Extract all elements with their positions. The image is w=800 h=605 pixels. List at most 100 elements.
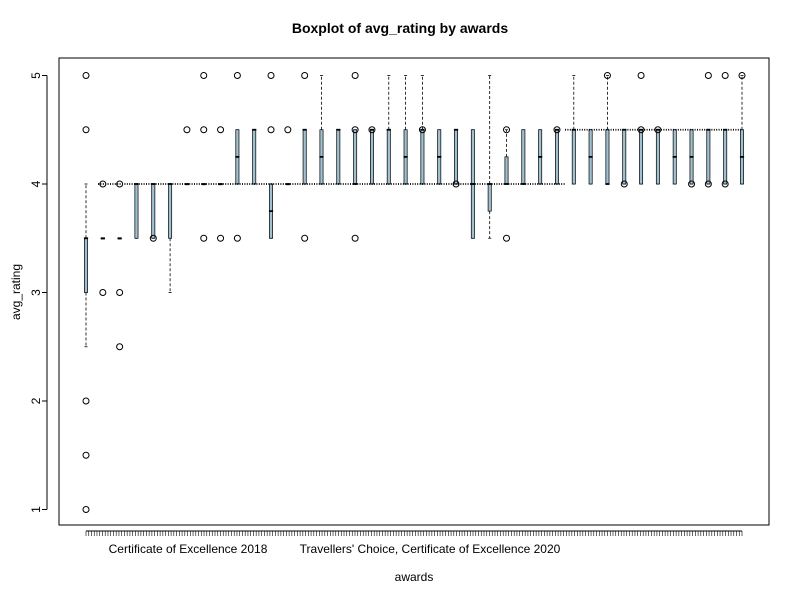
- box-group: [301, 72, 309, 242]
- box-group: [637, 72, 645, 185]
- box-group: [620, 128, 628, 188]
- box-group: [252, 128, 257, 185]
- box-group: [654, 126, 662, 185]
- box: [605, 129, 610, 185]
- box-group: [183, 126, 191, 186]
- y-tick-label: 5: [29, 72, 43, 79]
- outlier-point: [149, 234, 157, 242]
- box: [487, 183, 492, 212]
- box: [336, 129, 341, 185]
- outlier-point: [217, 126, 225, 134]
- box-group: [168, 183, 173, 293]
- box-group: [588, 129, 593, 185]
- y-tick-label: 4: [29, 180, 43, 187]
- outlier-point: [82, 506, 90, 513]
- outlier-point: [233, 234, 241, 242]
- box-group: [368, 126, 376, 185]
- outlier-point: [637, 126, 645, 134]
- box-group: [452, 128, 460, 188]
- outlier-point: [553, 126, 561, 134]
- outlier-point: [183, 126, 191, 134]
- outlier-point: [301, 72, 309, 79]
- box: [571, 129, 576, 185]
- box-group: [99, 180, 107, 296]
- outlier-point: [738, 72, 746, 79]
- outlier-point: [351, 72, 359, 79]
- x-axis-label: awards: [394, 570, 434, 584]
- outlier-point: [267, 126, 275, 134]
- box-group: [688, 129, 696, 188]
- chart-title: Boxplot of avg_rating by awards: [291, 20, 509, 36]
- box-group: [267, 72, 275, 239]
- box: [302, 129, 307, 185]
- plot-frame: [58, 57, 770, 526]
- box: [151, 183, 156, 239]
- y-tick-label: 1: [29, 506, 43, 513]
- outlier-point: [284, 126, 292, 134]
- box: [252, 129, 257, 185]
- box-group: [721, 72, 729, 188]
- outlier-point: [603, 72, 611, 79]
- outlier-point: [503, 126, 511, 134]
- outlier-point: [301, 234, 309, 242]
- outlier-point: [351, 126, 359, 134]
- outlier-point: [704, 180, 712, 188]
- outlier-point: [116, 343, 124, 351]
- outlier-point: [452, 180, 460, 188]
- box: [504, 156, 509, 185]
- box-group: [200, 72, 208, 242]
- box: [353, 129, 358, 185]
- y-tick-label: 2: [29, 397, 43, 404]
- box-group: [418, 75, 426, 185]
- box: [706, 129, 711, 185]
- outlier-point: [82, 451, 90, 459]
- box-group: [603, 72, 611, 185]
- box-group: [553, 126, 561, 185]
- box-group: [233, 72, 241, 242]
- box-group: [284, 126, 292, 186]
- box: [622, 129, 627, 185]
- box: [555, 129, 559, 185]
- box: [168, 183, 173, 239]
- box: [84, 237, 88, 293]
- box-group: [336, 128, 341, 185]
- outlier-point: [704, 72, 712, 79]
- outlier-point: [637, 72, 645, 79]
- outlier-point: [200, 72, 208, 79]
- box-group: [149, 183, 157, 242]
- box: [639, 129, 644, 185]
- outlier-point: [368, 126, 376, 134]
- outlier-point: [503, 234, 511, 242]
- box-group: [403, 75, 408, 185]
- outlier-point: [721, 72, 729, 79]
- outlier-point: [233, 72, 241, 79]
- box-group: [704, 72, 712, 188]
- outlier-point: [721, 180, 729, 188]
- box-group: [82, 72, 90, 513]
- box: [369, 129, 374, 185]
- box-group: [319, 75, 324, 185]
- box: [134, 183, 139, 239]
- outlier-point: [116, 289, 124, 296]
- box: [420, 129, 425, 185]
- y-tick-label: 3: [29, 289, 43, 296]
- outlier-point: [267, 72, 275, 79]
- outlier-point: [418, 126, 426, 134]
- box: [386, 129, 391, 185]
- box: [655, 129, 660, 185]
- outlier-point: [351, 234, 359, 242]
- outlier-point: [620, 180, 628, 188]
- box-group: [351, 72, 359, 242]
- outlier-point: [82, 126, 90, 134]
- y-axis-label: avg_rating: [9, 263, 23, 321]
- outlier-point: [82, 397, 90, 405]
- x-category-label: Travellers' Choice, Certificate of Excel…: [300, 542, 561, 556]
- box-group: [521, 129, 526, 185]
- box-group: [487, 75, 492, 239]
- box: [454, 129, 459, 185]
- box-group: [538, 129, 543, 185]
- outlier-point: [200, 126, 208, 134]
- outlier-point: [82, 72, 90, 79]
